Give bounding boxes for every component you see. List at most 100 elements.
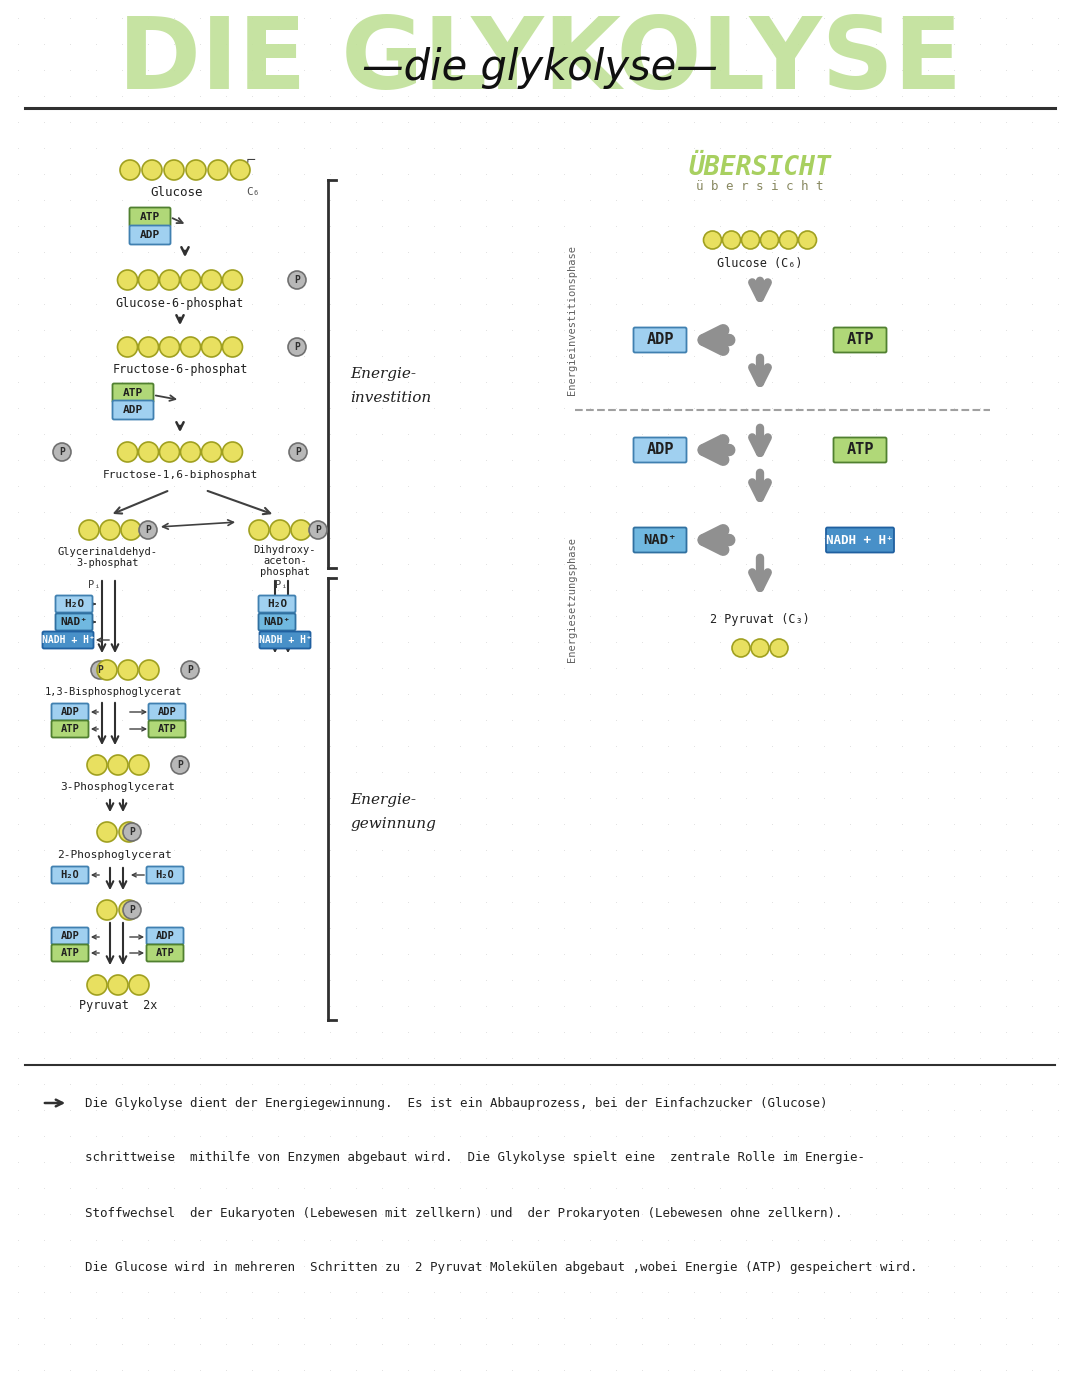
Circle shape: [97, 822, 117, 842]
Text: ÜBERSICHT: ÜBERSICHT: [689, 155, 832, 181]
FancyBboxPatch shape: [147, 927, 184, 945]
Text: P: P: [315, 526, 321, 535]
FancyBboxPatch shape: [826, 527, 894, 552]
Text: P: P: [187, 665, 193, 675]
Text: Energie-: Energie-: [350, 793, 416, 807]
Circle shape: [119, 901, 139, 920]
Text: H₂O: H₂O: [267, 599, 287, 609]
Text: H₂O: H₂O: [156, 870, 174, 880]
Text: P: P: [294, 275, 300, 284]
Text: P: P: [145, 526, 151, 535]
Text: ADP: ADP: [158, 707, 176, 717]
Circle shape: [222, 270, 243, 290]
Text: P: P: [59, 447, 65, 457]
Circle shape: [202, 442, 221, 461]
Circle shape: [141, 160, 162, 180]
Circle shape: [118, 442, 137, 461]
Text: Energieinvestitionsphase: Energieinvestitionsphase: [567, 245, 577, 395]
Circle shape: [751, 638, 769, 657]
Circle shape: [703, 231, 721, 250]
Text: H₂O: H₂O: [64, 599, 84, 609]
Text: Pᵢ: Pᵢ: [275, 580, 287, 590]
Circle shape: [230, 160, 249, 180]
FancyBboxPatch shape: [55, 613, 93, 630]
Circle shape: [770, 638, 788, 657]
Text: 2 Pyruvat (C₃): 2 Pyruvat (C₃): [711, 613, 810, 626]
Circle shape: [123, 822, 141, 841]
Text: Fructose-1,6-biphosphat: Fructose-1,6-biphosphat: [103, 470, 258, 480]
Circle shape: [288, 270, 306, 289]
FancyBboxPatch shape: [112, 400, 153, 420]
Circle shape: [186, 160, 206, 180]
Text: —die glykolyse—: —die glykolyse—: [362, 47, 718, 89]
FancyBboxPatch shape: [52, 867, 89, 884]
Text: ATP: ATP: [158, 723, 176, 735]
Circle shape: [97, 659, 117, 680]
Circle shape: [138, 337, 159, 357]
Text: phosphat: phosphat: [260, 567, 310, 577]
Text: ATP: ATP: [60, 948, 79, 958]
Circle shape: [97, 901, 117, 920]
Text: P: P: [130, 905, 135, 914]
Text: NAD⁺: NAD⁺: [60, 618, 87, 627]
FancyBboxPatch shape: [634, 328, 687, 353]
Circle shape: [120, 160, 140, 180]
Text: NAD⁺: NAD⁺: [264, 618, 291, 627]
Text: Dihydroxy-: Dihydroxy-: [254, 545, 316, 555]
Circle shape: [160, 337, 179, 357]
Text: NADH + H⁺: NADH + H⁺: [41, 636, 94, 645]
Circle shape: [742, 231, 759, 250]
Circle shape: [87, 974, 107, 995]
FancyBboxPatch shape: [52, 704, 89, 721]
Circle shape: [123, 901, 141, 919]
Text: ATP: ATP: [847, 442, 874, 457]
Text: investition: investition: [350, 390, 431, 406]
Text: Die Glucose wird in mehreren  Schritten zu  2 Pyruvat Molekülen abgebaut ,wobei : Die Glucose wird in mehreren Schritten z…: [85, 1262, 918, 1274]
Text: ATP: ATP: [60, 723, 79, 735]
Text: ATP: ATP: [847, 333, 874, 347]
Text: ATP: ATP: [156, 948, 174, 958]
Circle shape: [289, 443, 307, 461]
Text: gewinnung: gewinnung: [350, 817, 436, 831]
Circle shape: [118, 270, 137, 290]
Text: Pᵢ: Pᵢ: [87, 580, 100, 590]
Text: P: P: [177, 760, 183, 769]
Text: NAD⁺: NAD⁺: [644, 533, 677, 546]
Text: Energiesetzungsphase: Energiesetzungsphase: [567, 538, 577, 662]
Circle shape: [222, 442, 243, 461]
FancyBboxPatch shape: [147, 945, 184, 962]
Text: NADH + H⁺: NADH + H⁺: [258, 636, 311, 645]
Text: P: P: [97, 665, 103, 675]
Text: Energie-: Energie-: [350, 367, 416, 381]
Circle shape: [91, 661, 109, 679]
Text: Glucose (C₆): Glucose (C₆): [717, 256, 802, 269]
Text: P: P: [130, 827, 135, 836]
Circle shape: [732, 638, 750, 657]
Text: Glucose-6-phosphat: Glucose-6-phosphat: [116, 297, 244, 309]
Circle shape: [208, 160, 228, 180]
Circle shape: [760, 231, 779, 250]
Circle shape: [118, 337, 137, 357]
Circle shape: [129, 974, 149, 995]
Circle shape: [180, 442, 201, 461]
FancyBboxPatch shape: [130, 226, 171, 244]
Text: C₆: C₆: [246, 187, 260, 197]
Text: Stoffwechsel  der Eukaryoten (Lebewesen mit zellkern) und  der Prokaryoten (Lebe: Stoffwechsel der Eukaryoten (Lebewesen m…: [85, 1206, 842, 1220]
FancyBboxPatch shape: [42, 631, 94, 648]
Circle shape: [180, 270, 201, 290]
Circle shape: [139, 521, 157, 539]
FancyBboxPatch shape: [147, 867, 184, 884]
FancyBboxPatch shape: [149, 721, 186, 737]
Text: P: P: [295, 447, 301, 457]
Circle shape: [129, 756, 149, 775]
FancyBboxPatch shape: [634, 527, 687, 552]
FancyBboxPatch shape: [52, 927, 89, 945]
Text: Fructose-6-phosphat: Fructose-6-phosphat: [112, 364, 247, 376]
Text: Glycerinaldehyd-: Glycerinaldehyd-: [58, 546, 158, 558]
Text: ADP: ADP: [60, 931, 79, 941]
Text: ATP: ATP: [140, 212, 160, 222]
Text: NADH + H⁺: NADH + H⁺: [826, 534, 894, 546]
Text: schrittweise  mithilfe von Enzymen abgebaut wird.  Die Glykolyse spielt eine  ze: schrittweise mithilfe von Enzymen abgeba…: [85, 1151, 865, 1164]
Circle shape: [202, 337, 221, 357]
Text: ADP: ADP: [140, 230, 160, 240]
